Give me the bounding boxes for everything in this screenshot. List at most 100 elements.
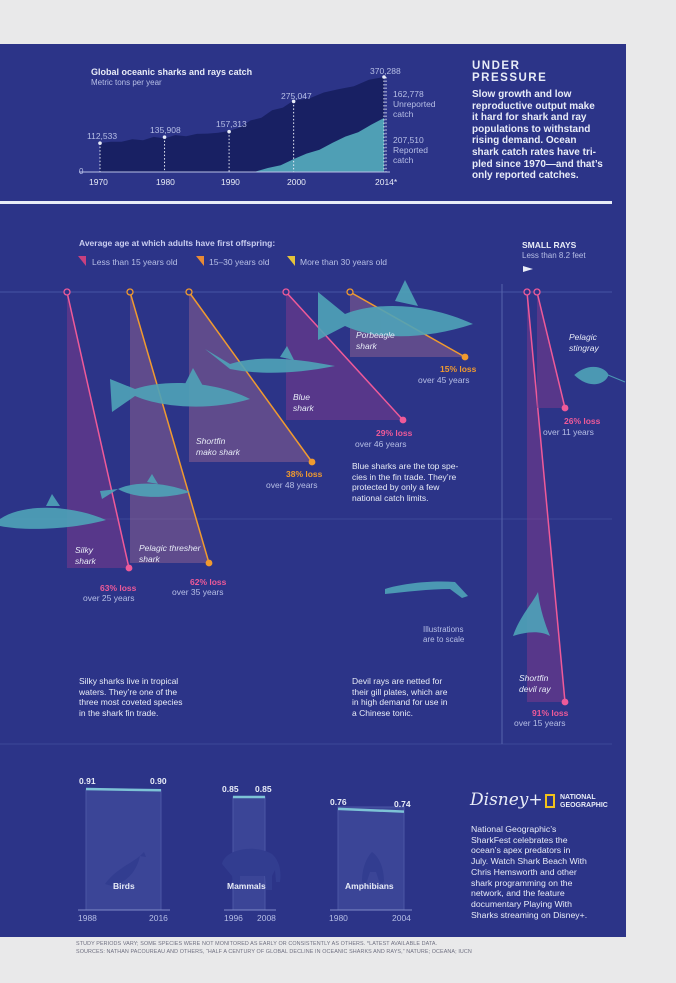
promo-line: National Geographic’s xyxy=(471,824,557,834)
amphibians-label: Amphibians xyxy=(345,881,394,891)
infographic-panel: Global oceanic sharks and rays catch Met… xyxy=(0,44,626,937)
promo-line: July. Watch Shark Beach With xyxy=(471,856,587,867)
under-pressure-line: populations to withstand xyxy=(472,123,591,135)
catch-chart-title: Global oceanic sharks and rays catch xyxy=(91,67,253,77)
note-line: in high demand for use in xyxy=(352,697,448,708)
period-label-stingray: over 11 years xyxy=(543,427,594,437)
note-line: in the shark fin trade. xyxy=(79,707,159,718)
under-pressure-heading-2: PRESSURE xyxy=(472,72,548,84)
species-name-blue: Blue xyxy=(293,392,311,402)
catch-marker-point xyxy=(162,135,167,139)
period-label-devil-ray: over 15 years xyxy=(514,718,566,728)
loss-start-marker xyxy=(282,288,290,296)
value-label-1970: 112,533 xyxy=(87,131,118,141)
promo-line: Chris Hemsworth and other xyxy=(471,866,577,877)
mammals-start-year: 1996 xyxy=(224,913,243,923)
catch-zero-label: 0 xyxy=(79,167,84,176)
scale-note-2: are to scale xyxy=(423,635,465,644)
loss-line xyxy=(129,291,210,564)
loss-start-marker xyxy=(185,288,193,296)
note-line: Silky sharks live in tropical xyxy=(79,676,179,686)
birds-label: Birds xyxy=(113,881,135,891)
note-line: three most coveted species xyxy=(79,697,183,708)
species-name-silky-2: shark xyxy=(75,556,96,566)
section-divider xyxy=(0,201,612,204)
note-silky-shark: Silky sharks live in tropical waters. Th… xyxy=(79,676,182,718)
amphibians-start-year: 1980 xyxy=(329,913,348,923)
under-pressure-line: rising demand. Ocean xyxy=(472,135,577,147)
mammals-start-value: 0.85 xyxy=(222,784,239,794)
loss-label-blue: 29% loss xyxy=(376,428,413,438)
species-name-devil-ray-2: devil ray xyxy=(519,684,551,694)
value-label-1980: 135,908 xyxy=(150,125,181,135)
small-rays-subtitle: Less than 8.2 feet xyxy=(522,251,586,260)
comparison-lines xyxy=(85,787,405,813)
loss-line xyxy=(188,291,313,463)
promo-text: National Geographic’s SharkFest celebrat… xyxy=(471,824,587,920)
loss-end-marker xyxy=(125,564,133,572)
loss-start-marker xyxy=(533,288,541,296)
disney-plus-logo: Disney+ xyxy=(470,790,543,810)
mammals-label: Mammals xyxy=(227,881,266,891)
reported-value: 207,510 xyxy=(393,135,424,145)
mammals-end-year: 2008 xyxy=(257,913,276,923)
period-label-mako: over 48 years xyxy=(266,480,318,490)
under-pressure-line: it hard for shark and ray xyxy=(472,112,587,124)
amphibians-start-value: 0.76 xyxy=(330,797,347,807)
catch-marker-point xyxy=(291,99,296,104)
under-pressure-line: reproductive output make xyxy=(472,100,595,112)
note-line: a Chinese tonic. xyxy=(352,707,413,718)
silky-shark-icon xyxy=(0,494,106,529)
footer-sources: SOURCES: NATHAN PACOUREAU AND OTHERS, “H… xyxy=(76,949,472,955)
note-line: Devil rays are netted for xyxy=(352,676,443,686)
species-name-stingray-2: stingray xyxy=(569,343,599,353)
promo-line: documentary Playing With xyxy=(471,898,572,909)
under-pressure-line: pled since 1970—and that’s xyxy=(472,158,603,170)
catch-marker-point xyxy=(227,129,231,134)
species-name-thresher-2: shark xyxy=(139,554,160,564)
legend-label-under-15: Less than 15 years old xyxy=(92,257,178,267)
note-line: their gill plates, which are xyxy=(352,686,448,697)
birds-end-value: 0.90 xyxy=(150,776,167,786)
birds-end-year: 2016 xyxy=(149,913,168,923)
scale-note-1: Illustrations xyxy=(423,625,464,634)
loss-label-stingray: 26% loss xyxy=(564,416,601,426)
stingray-icon xyxy=(574,366,626,385)
diver-icon xyxy=(385,581,468,598)
reported-label: Reported catch xyxy=(393,145,428,165)
loss-start-marker xyxy=(126,288,134,296)
loss-end-marker xyxy=(461,353,469,361)
note-line: protected by only a few xyxy=(352,482,440,493)
unreported-value: 162,778 xyxy=(393,89,424,99)
legend-swatch-yellow xyxy=(287,256,295,266)
loss-line xyxy=(66,291,130,569)
footer-note: STUDY PERIODS VARY; SOME SPECIES WERE NO… xyxy=(76,941,438,947)
under-pressure-body: Slow growth and low reproductive output … xyxy=(472,89,603,182)
loss-label-mako: 38% loss xyxy=(286,469,323,479)
unreported-label: Unreported catch xyxy=(393,99,436,119)
reported-catch-area xyxy=(254,118,384,172)
promo-line: shark programming on the xyxy=(471,877,573,888)
note-line: Blue sharks are the top spe- xyxy=(352,461,459,471)
birds-start-year: 1988 xyxy=(78,913,97,923)
loss-start-marker xyxy=(63,288,71,296)
species-name-stingray: Pelagic xyxy=(569,332,597,342)
note-blue-shark: Blue sharks are the top spe- cies in the… xyxy=(352,461,458,503)
comparison-animals xyxy=(105,848,384,890)
legend-label-15-30: 15–30 years old xyxy=(209,257,270,267)
loss-start-marker xyxy=(346,288,354,296)
under-pressure-line: shark catch rates have tri- xyxy=(472,146,596,158)
loss-label-thresher: 62% loss xyxy=(190,577,227,587)
value-label-2000: 275,047 xyxy=(281,91,312,101)
promo-line: network, and the feature xyxy=(471,888,565,899)
species-name-mako-2: mako shark xyxy=(196,447,240,457)
period-label-porbeagle: over 45 years xyxy=(418,375,470,385)
loss-label-porbeagle: 15% loss xyxy=(440,364,477,374)
species-name-porbeagle: Porbeagle xyxy=(356,330,395,340)
species-name-thresher: Pelagic thresher xyxy=(139,543,201,553)
birds-start-value: 0.91 xyxy=(79,776,96,786)
porbeagle-shark-icon xyxy=(318,280,473,340)
comparison-chart xyxy=(78,787,412,911)
unreported-catch-area xyxy=(100,77,384,172)
